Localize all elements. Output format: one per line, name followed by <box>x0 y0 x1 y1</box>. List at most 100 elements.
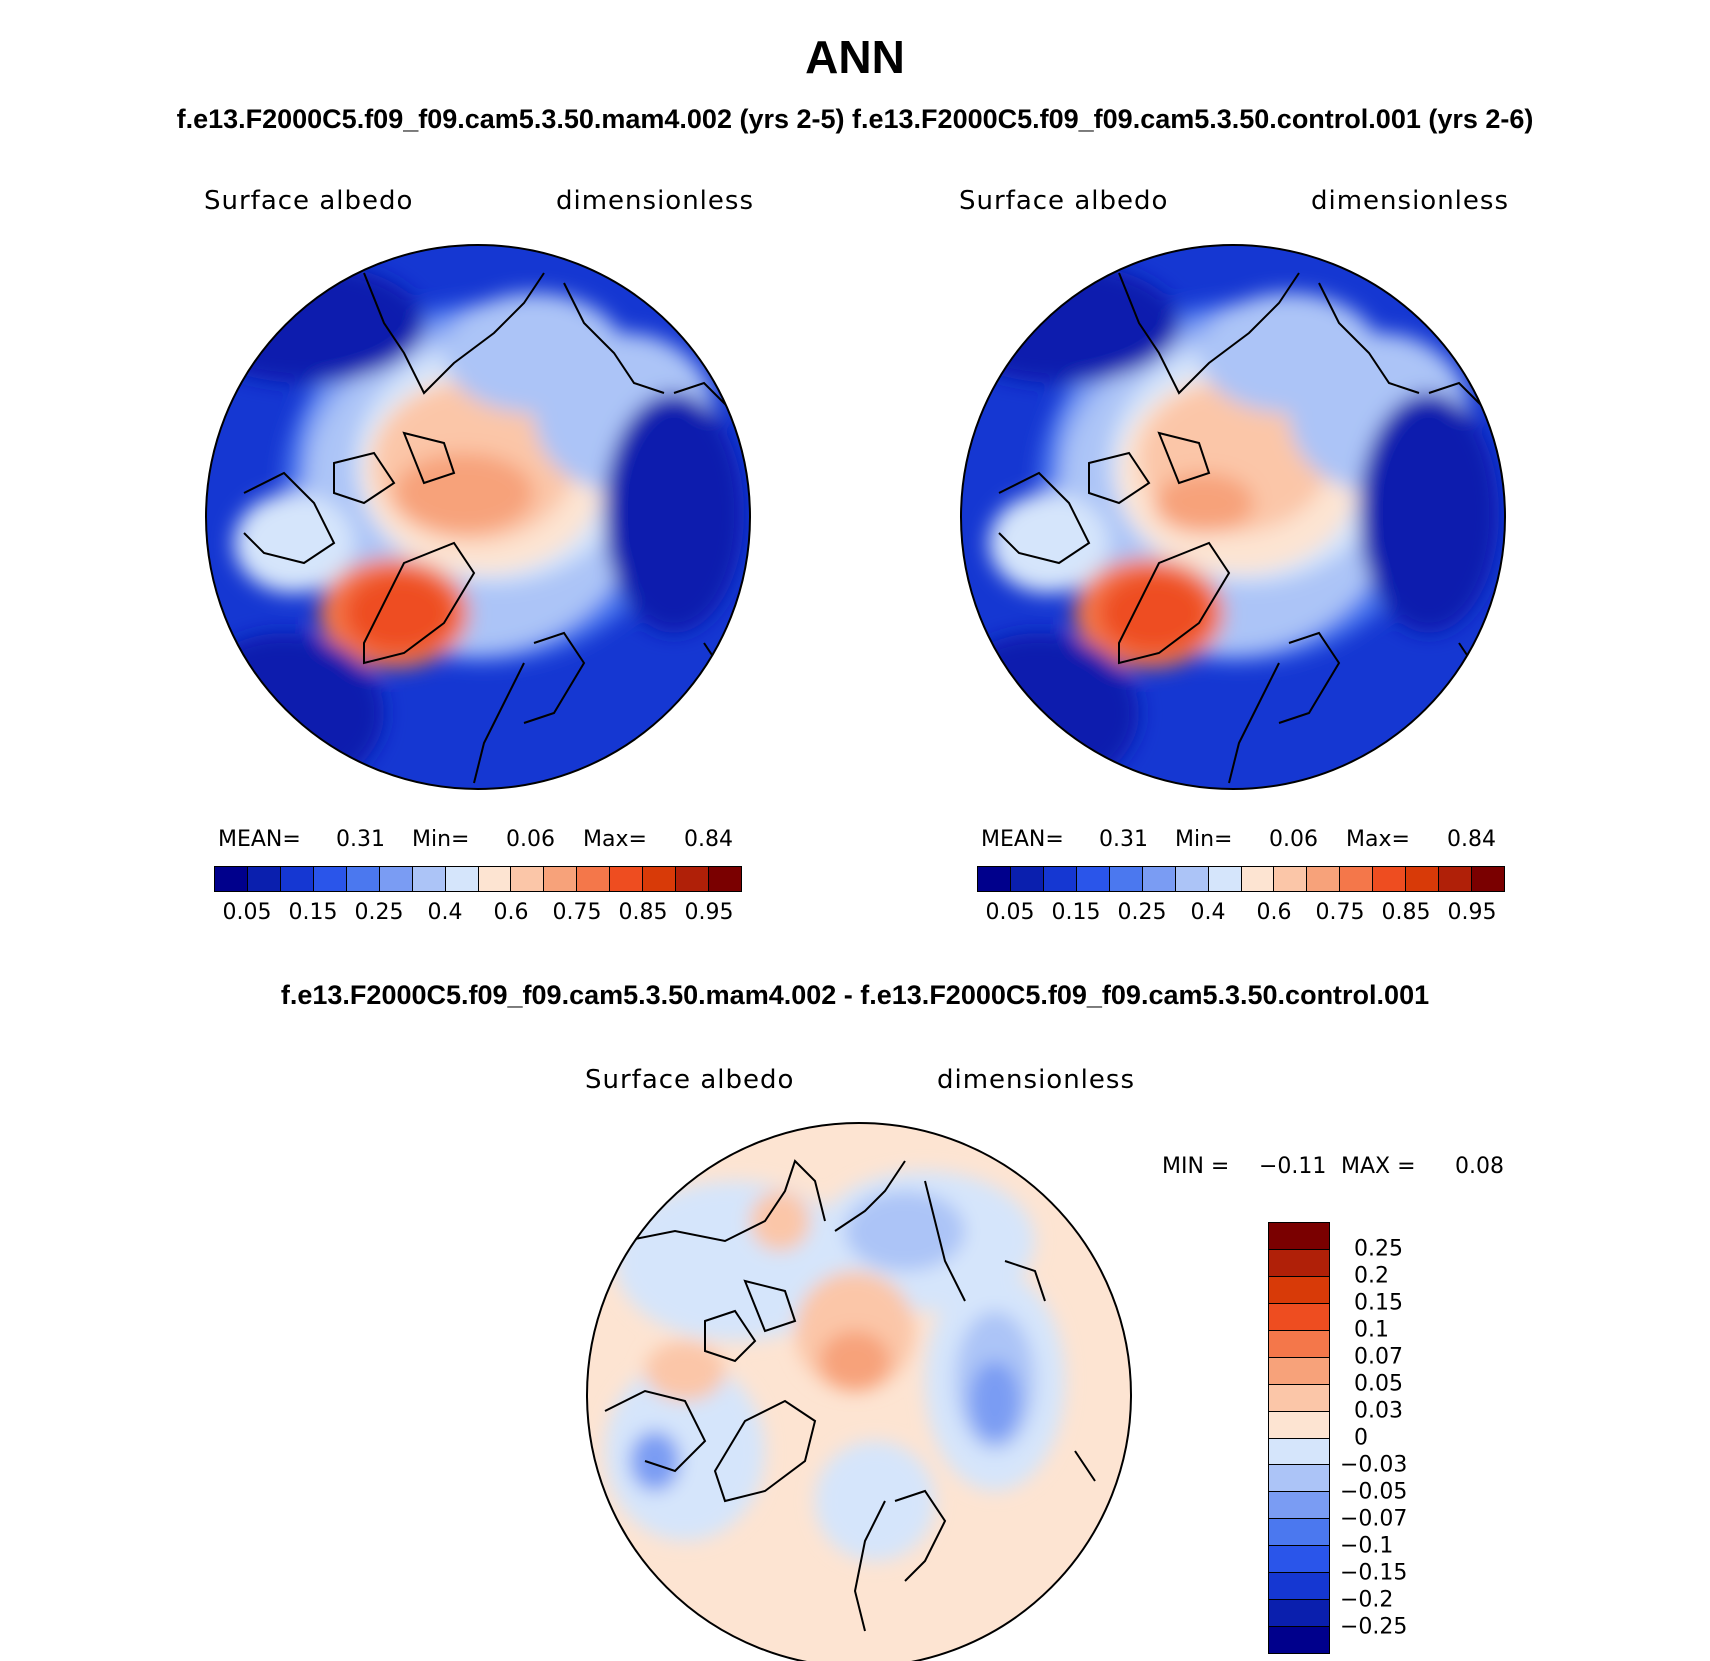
colorbar-tick-label: −0.2 <box>1340 1587 1394 1613</box>
colorbar-segment <box>544 867 578 891</box>
colorbar-segment <box>1269 1411 1329 1439</box>
panel2-variable: Surface albedo <box>959 186 1169 216</box>
colorbar-tick-label: 0.95 <box>1447 900 1497 925</box>
colorbar-segment <box>1269 1438 1329 1466</box>
colorbar-segment <box>1043 867 1077 891</box>
panel1-min-value: 0.06 <box>506 827 555 852</box>
colorbar-tick-label: 0.75 <box>552 900 602 925</box>
panel3-max-label: MAX = <box>1341 1154 1416 1179</box>
panel1-colorbar: 0.05 0.15 0.25 0.4 0.6 0.75 0.85 0.95 <box>214 866 742 925</box>
colorbar-segment <box>1472 867 1504 891</box>
panel3-variable: Surface albedo <box>585 1065 795 1095</box>
figure-title: ANN <box>805 31 905 83</box>
colorbar-tick-label: 0.25 <box>1354 1236 1403 1262</box>
colorbar-segment <box>1373 867 1407 891</box>
colorbar-segment <box>676 867 710 891</box>
panel1-mean-value: 0.31 <box>336 827 385 852</box>
colorbar-segment <box>215 867 248 891</box>
panel3-max-value: 0.08 <box>1455 1154 1504 1179</box>
panel1-mean-label: MEAN= <box>218 827 301 852</box>
panel1-units: dimensionless <box>556 186 754 216</box>
colorbar-segment <box>1241 867 1275 891</box>
colorbar-tick-label: 0.4 <box>1190 900 1226 925</box>
colorbar-tick-label: 0.03 <box>1354 1398 1403 1424</box>
colorbar-tick-label: 0.6 <box>1256 900 1292 925</box>
colorbar-tick-label: −0.25 <box>1340 1614 1408 1640</box>
colorbar-segment <box>577 867 611 891</box>
colorbar-segment <box>610 867 644 891</box>
colorbar-segment <box>1269 1330 1329 1358</box>
colorbar-segment <box>1406 867 1440 891</box>
colorbar-tick-label: 0.25 <box>354 900 404 925</box>
colorbar-segment <box>280 867 314 891</box>
colorbar-segment <box>1439 867 1473 891</box>
colorbar-segment <box>1269 1303 1329 1331</box>
colorbar-segment <box>643 867 677 891</box>
panel2-max-value: 0.84 <box>1447 827 1496 852</box>
panel3-min-label: MIN = <box>1162 1154 1230 1179</box>
colorbar-tick-label: 0.1 <box>1354 1317 1389 1343</box>
colorbar-tick-label: 0.15 <box>1051 900 1101 925</box>
colorbar-segment <box>978 867 1011 891</box>
figure-subtitle: f.e13.F2000C5.f09_f09.cam5.3.50.mam4.002… <box>176 104 1534 134</box>
colorbar-tick-label: 0.85 <box>1381 900 1431 925</box>
panel3-polar-map <box>586 1122 1132 1661</box>
colorbar-tick-label: −0.05 <box>1340 1479 1408 1505</box>
panel1-min-label: Min= <box>412 827 470 852</box>
colorbar-tick-label: 0.75 <box>1315 900 1365 925</box>
colorbar-segment <box>247 867 281 891</box>
panel2-mean-value: 0.31 <box>1099 827 1148 852</box>
colorbar-segment <box>1269 1519 1329 1547</box>
colorbar-segment <box>379 867 413 891</box>
colorbar-segment <box>1269 1492 1329 1520</box>
colorbar-tick-label: −0.03 <box>1340 1452 1408 1478</box>
colorbar-tick-label: 0.07 <box>1354 1344 1403 1370</box>
colorbar-tick-label: 0.15 <box>1354 1290 1403 1316</box>
difference-title: f.e13.F2000C5.f09_f09.cam5.3.50.mam4.002… <box>280 980 1430 1010</box>
colorbar-segment <box>1269 1384 1329 1412</box>
colorbar-tick-label: 0.05 <box>985 900 1035 925</box>
colorbar-segment <box>1274 867 1308 891</box>
colorbar-tick-label: −0.15 <box>1340 1560 1408 1586</box>
colorbar-segment <box>1269 1627 1329 1653</box>
panel3-min-value: −0.11 <box>1259 1154 1327 1179</box>
colorbar-segment <box>1269 1223 1329 1250</box>
colorbar-segment <box>1269 1357 1329 1385</box>
panel2-polar-map <box>960 244 1506 790</box>
colorbar-tick-label: 0.05 <box>1354 1371 1403 1397</box>
colorbar-segment <box>478 867 512 891</box>
colorbar-segment <box>1175 867 1209 891</box>
colorbar-segment <box>445 867 479 891</box>
colorbar-segment <box>412 867 446 891</box>
colorbar-segment <box>1269 1249 1329 1277</box>
colorbar-segment <box>709 867 741 891</box>
colorbar-segment <box>1109 867 1143 891</box>
panel1-variable: Surface albedo <box>204 186 414 216</box>
panel2-colorbar: 0.05 0.15 0.25 0.4 0.6 0.75 0.85 0.95 <box>977 866 1505 925</box>
colorbar-segment <box>313 867 347 891</box>
colorbar-tick-label: 0.4 <box>427 900 463 925</box>
panel3-colorbar: 0.25 0.2 0.15 0.1 0.07 0.05 0.03 0 −0.03 −0.05 −0.… <box>1268 1222 1468 1654</box>
colorbar-segment <box>1269 1600 1329 1628</box>
colorbar-segment <box>346 867 380 891</box>
colorbar-segment <box>1269 1546 1329 1574</box>
colorbar-tick-label: 0 <box>1354 1425 1368 1451</box>
panel1-max-label: Max= <box>583 827 647 852</box>
colorbar-tick-label: 0.85 <box>618 900 668 925</box>
panel2-min-label: Min= <box>1175 827 1233 852</box>
colorbar-segment <box>511 867 545 891</box>
colorbar-segment <box>1010 867 1044 891</box>
colorbar-tick-label: 0.05 <box>222 900 272 925</box>
colorbar-tick-label: −0.07 <box>1340 1506 1408 1532</box>
colorbar-segment <box>1307 867 1341 891</box>
colorbar-tick-label: 0.25 <box>1117 900 1167 925</box>
panel2-min-value: 0.06 <box>1269 827 1318 852</box>
colorbar-segment <box>1269 1465 1329 1493</box>
colorbar-segment <box>1269 1573 1329 1601</box>
panel2-mean-label: MEAN= <box>981 827 1064 852</box>
panel2-units: dimensionless <box>1311 186 1509 216</box>
colorbar-segment <box>1142 867 1176 891</box>
colorbar-tick-label: 0.2 <box>1354 1263 1389 1289</box>
panel1-max-value: 0.84 <box>684 827 733 852</box>
colorbar-tick-label: 0.95 <box>684 900 734 925</box>
